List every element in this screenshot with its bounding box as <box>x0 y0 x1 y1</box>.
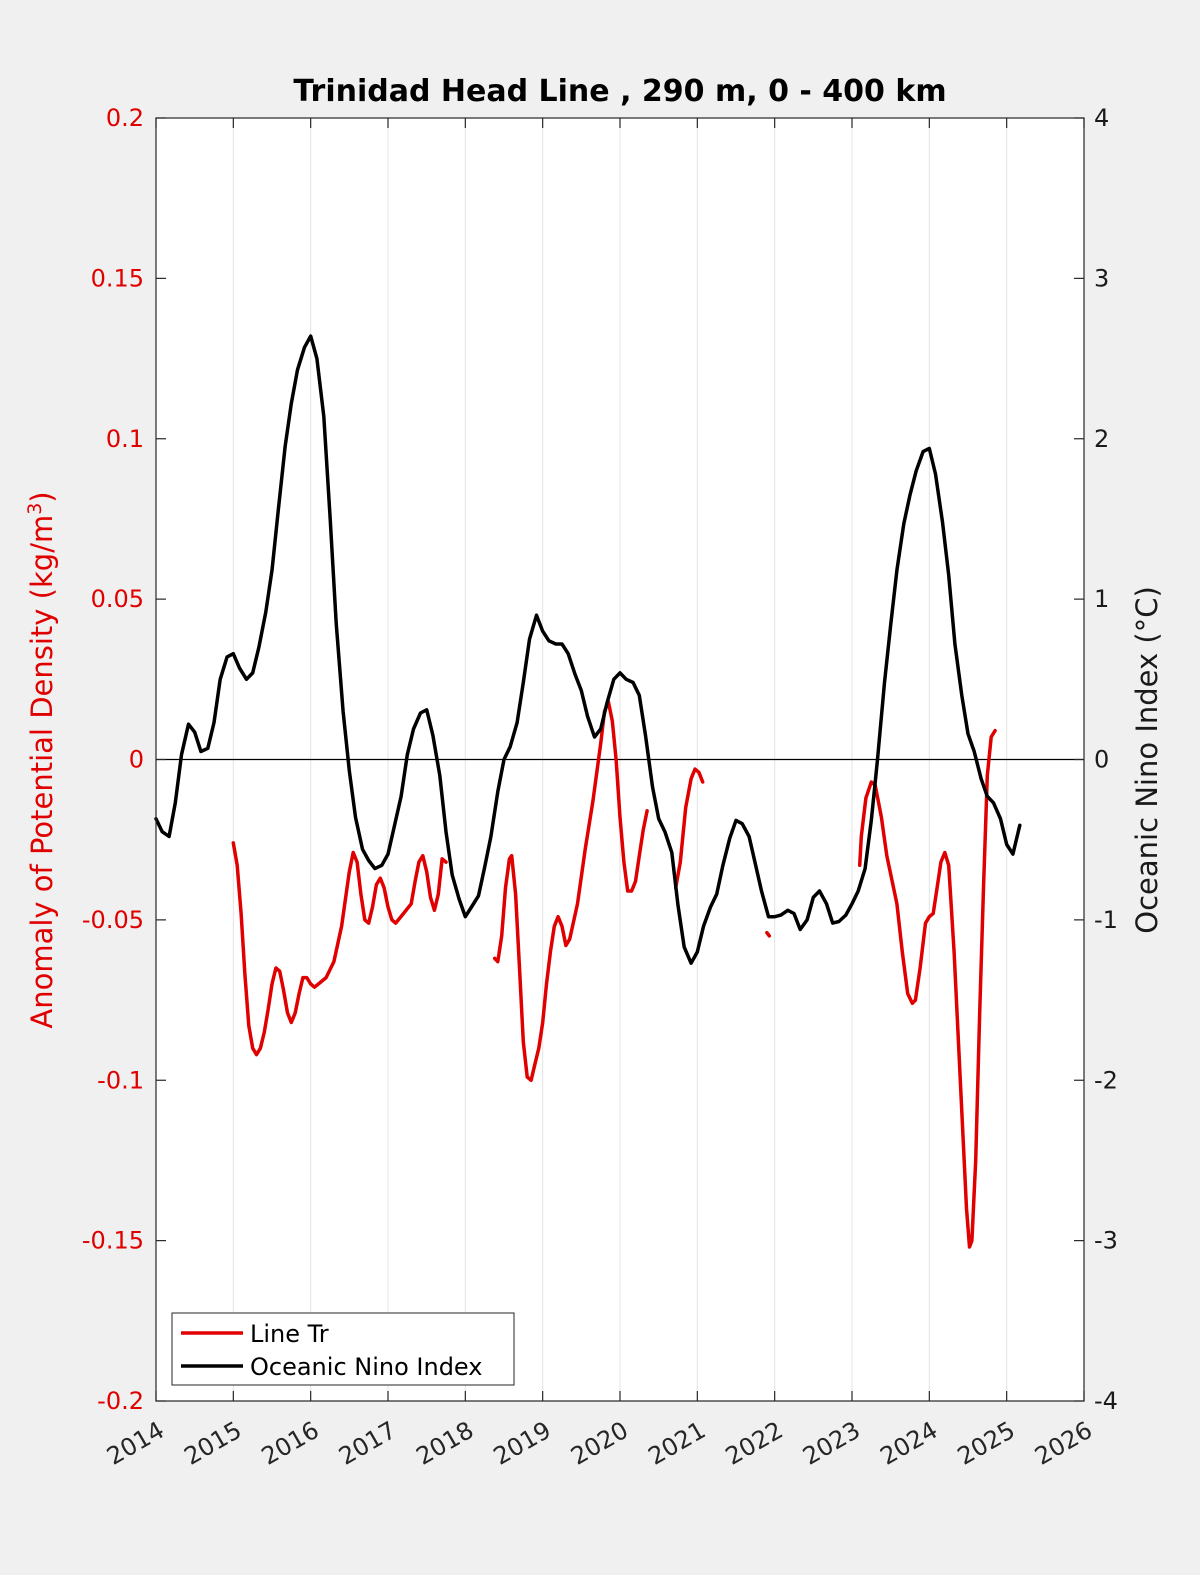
x-tick-label: 2015 <box>179 1416 246 1471</box>
series-layer <box>154 334 1022 1249</box>
x-tick-label: 2018 <box>411 1416 478 1471</box>
y-left-tick-label: 0.05 <box>91 585 144 613</box>
y-axis-left-label-main: Anomaly of Potential Density (kg/m <box>25 515 59 1029</box>
x-tick-label: 2024 <box>875 1416 942 1471</box>
y-left-tick-label: 0.15 <box>91 264 144 292</box>
series-line-tr <box>673 767 705 890</box>
y-left-tick-label: 0.1 <box>106 425 144 453</box>
series-line-tr <box>231 841 448 1057</box>
chart-title: Trinidad Head Line , 290 m, 0 - 400 km <box>293 74 946 109</box>
y-axis-right-label: Oceanic Nino Index (°C) <box>1130 586 1164 934</box>
y-right-tick-label: -2 <box>1094 1066 1118 1094</box>
series-line-tr <box>857 728 997 1249</box>
y-left-tick-label: 0 <box>129 746 144 774</box>
legend: Line Tr Oceanic Nino Index <box>171 1312 515 1386</box>
y-axis-left-label-sup: 3 <box>24 503 46 515</box>
x-tick-label: 2026 <box>1030 1416 1097 1471</box>
series-line-tr <box>765 930 772 938</box>
y-right-tick-label: 0 <box>1094 746 1109 774</box>
x-tick-label: 2016 <box>257 1416 324 1471</box>
y-left-tick-label: -0.05 <box>82 906 144 934</box>
y-right-tick-label: -4 <box>1094 1387 1118 1415</box>
x-tick-label: 2014 <box>102 1416 169 1471</box>
y-left-tick-label: -0.15 <box>82 1227 144 1255</box>
y-left-tick-label: 0.2 <box>106 104 144 132</box>
legend-label-oni: Oceanic Nino Index <box>250 1353 482 1381</box>
x-tick-label: 2025 <box>953 1416 1020 1471</box>
x-tick-label: 2023 <box>798 1416 865 1471</box>
legend-box <box>171 1312 515 1386</box>
series-line-tr <box>492 700 649 1083</box>
y-right-tick-label: 2 <box>1094 425 1109 453</box>
series-oceanic-nino-index <box>154 334 1022 965</box>
y-left-tick-label: -0.1 <box>97 1066 144 1094</box>
x-tick-label: 2022 <box>721 1416 788 1471</box>
y-axis-left-label: Anomaly of Potential Density (kg/m3) <box>24 491 59 1028</box>
y-right-tick-label: 3 <box>1094 264 1109 292</box>
y-right-tick-label: -1 <box>1094 906 1118 934</box>
x-tick-label: 2019 <box>489 1416 556 1471</box>
y-left-tick-label: -0.2 <box>97 1387 144 1415</box>
y-axis-left-label-end: ) <box>25 491 59 502</box>
x-tick-label: 2020 <box>566 1416 633 1471</box>
y-right-tick-label: 4 <box>1094 104 1109 132</box>
legend-label-line-tr: Line Tr <box>250 1320 329 1348</box>
y-right-tick-label: -3 <box>1094 1227 1118 1255</box>
x-tick-label: 2017 <box>334 1416 401 1471</box>
x-tick-label: 2021 <box>643 1416 710 1471</box>
y-right-tick-label: 1 <box>1094 585 1109 613</box>
